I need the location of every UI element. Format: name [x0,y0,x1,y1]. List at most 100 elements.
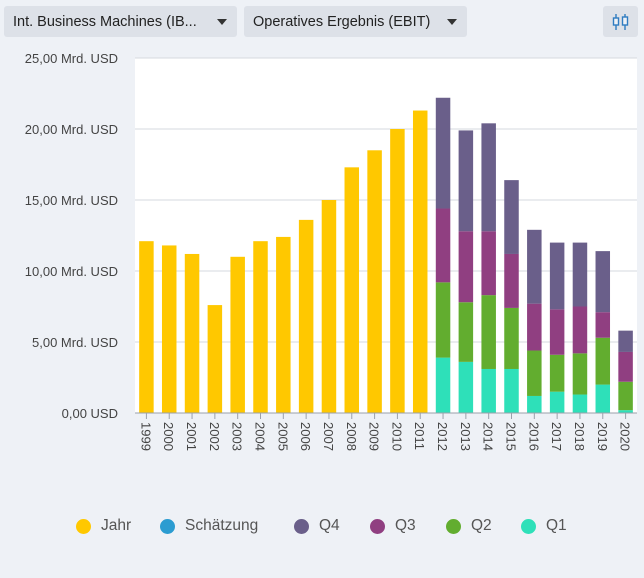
bar-q4-2020 [618,330,633,352]
bar-jahr-2009 [367,150,382,414]
bar-q4-2014 [481,123,496,232]
bar-q4-2017 [549,242,565,310]
bar-jahr-2005 [276,236,291,413]
x-tick-label: 2018 [572,422,587,451]
legend-item-q4[interactable]: Q4 [294,509,340,543]
x-tick-label: 2008 [344,422,359,451]
legend-item-jahr[interactable]: Jahr [76,509,131,543]
company-select-label: Int. Business Machines (IB... [13,13,197,30]
bar-q4-2013 [458,130,474,232]
bar-jahr-1999 [139,241,154,413]
bar-jahr-2000 [161,245,177,413]
x-tick-label: 2012 [435,422,450,451]
bar-q2-2014 [481,295,496,369]
bar-jahr-2003 [230,256,245,413]
chart-legend: Jahr Schätzung Q4 Q3 Q2 Q1 [0,509,644,543]
bar-q3-2016 [527,303,542,351]
bar-q2-2013 [458,302,474,362]
legend-marker [446,518,461,534]
bar-jahr-2006 [298,219,314,413]
bar-jahr-2002 [207,305,223,413]
bar-q1-2014 [481,368,496,413]
bar-q1-2017 [549,391,565,413]
metric-select-label: Operatives Ergebnis (EBIT) [253,13,431,30]
bar-q1-2012 [435,357,451,413]
bar-q2-2017 [549,354,565,392]
y-tick-label: 10,00 Mrd. USD [25,264,118,279]
bar-jahr-2001 [184,253,200,413]
bar-q2-2015 [504,307,519,369]
candlestick-chart-icon[interactable] [603,6,638,37]
y-tick-label: 20,00 Mrd. USD [25,122,118,137]
bar-jahr-2008 [344,167,360,413]
legend-marker [521,518,536,534]
y-tick-label: 0,00 USD [62,406,118,421]
legend-marker [76,518,91,534]
x-tick-label: 2010 [389,422,404,451]
y-tick-label: 25,00 Mrd. USD [25,51,118,66]
x-tick-label: 1999 [138,422,153,451]
bar-q3-2012 [435,208,451,283]
legend-marker [370,518,385,534]
legend-label: Jahr [101,517,132,534]
x-tick-label: 2014 [481,422,496,451]
bar-q4-2016 [527,229,542,304]
x-tick-label: 2006 [298,422,313,451]
legend-label: Q2 [471,517,492,534]
bar-q3-2020 [618,351,633,382]
x-tick-label: 2007 [321,422,336,451]
x-tick-label: 2001 [184,422,199,451]
legend-label: Q1 [546,517,567,534]
company-select[interactable]: Int. Business Machines (IB... [4,6,237,37]
y-tick-label: 15,00 Mrd. USD [25,193,118,208]
x-tick-label: 2009 [367,422,382,451]
x-tick-label: 2011 [412,422,427,450]
x-tick-label: 2013 [458,422,473,451]
bar-q2-2018 [572,353,588,395]
metric-select[interactable]: Operatives Ergebnis (EBIT) [244,6,467,37]
bar-q3-2014 [481,231,496,296]
bar-q4-2019 [595,251,611,313]
legend-item-q1[interactable]: Q1 [521,509,567,543]
x-tick-label: 2003 [230,422,245,451]
bar-q4-2018 [572,242,588,307]
bar-q3-2017 [549,309,565,355]
x-tick-label: 2017 [549,422,564,451]
candlestick-chart-icon-svg [612,13,628,30]
legend-item-q2[interactable]: Q2 [446,509,492,543]
bar-jahr-2010 [390,129,405,413]
ebit-chart: 0,00 USD 5,00 Mrd. USD 10,00 Mrd. USD 15,00… [25,51,637,451]
bar-q1-2020 [618,410,633,413]
y-tick-label: 5,00 Mrd. USD [32,335,118,350]
bar-q4-2012 [435,97,451,209]
bar-jahr-2007 [321,200,337,413]
toolbar: Int. Business Machines (IB... Operatives… [0,0,644,44]
bar-q2-2016 [527,350,542,396]
bar-q3-2015 [504,253,519,308]
legend-marker [160,518,175,534]
x-tick-label: 2020 [618,422,633,451]
legend-label: Schätzung [185,517,259,534]
bar-q1-2016 [527,395,542,413]
x-tick-label: 2004 [253,422,268,451]
x-tick-label: 2002 [207,422,222,451]
bar-jahr-2011 [412,110,428,413]
x-tick-label: 2019 [595,422,610,451]
x-tick-label: 2000 [161,422,176,451]
bar-q3-2013 [458,231,474,303]
bar-q2-2020 [618,381,633,411]
bar-q1-2015 [504,368,519,413]
legend-item-schtzung[interactable]: Schätzung [160,509,258,543]
x-tick-label: 2005 [275,422,290,451]
bar-q2-2019 [595,337,611,385]
bar-q2-2012 [435,282,451,358]
legend-item-q3[interactable]: Q3 [370,509,416,543]
bar-q1-2019 [595,384,611,413]
bar-q3-2018 [572,306,588,354]
legend-marker [294,518,309,534]
chevron-down-icon [217,18,227,25]
legend-label: Q3 [395,517,416,534]
bar-q1-2018 [572,394,588,413]
bar-q3-2019 [595,312,611,338]
x-tick-label: 2016 [526,422,541,451]
